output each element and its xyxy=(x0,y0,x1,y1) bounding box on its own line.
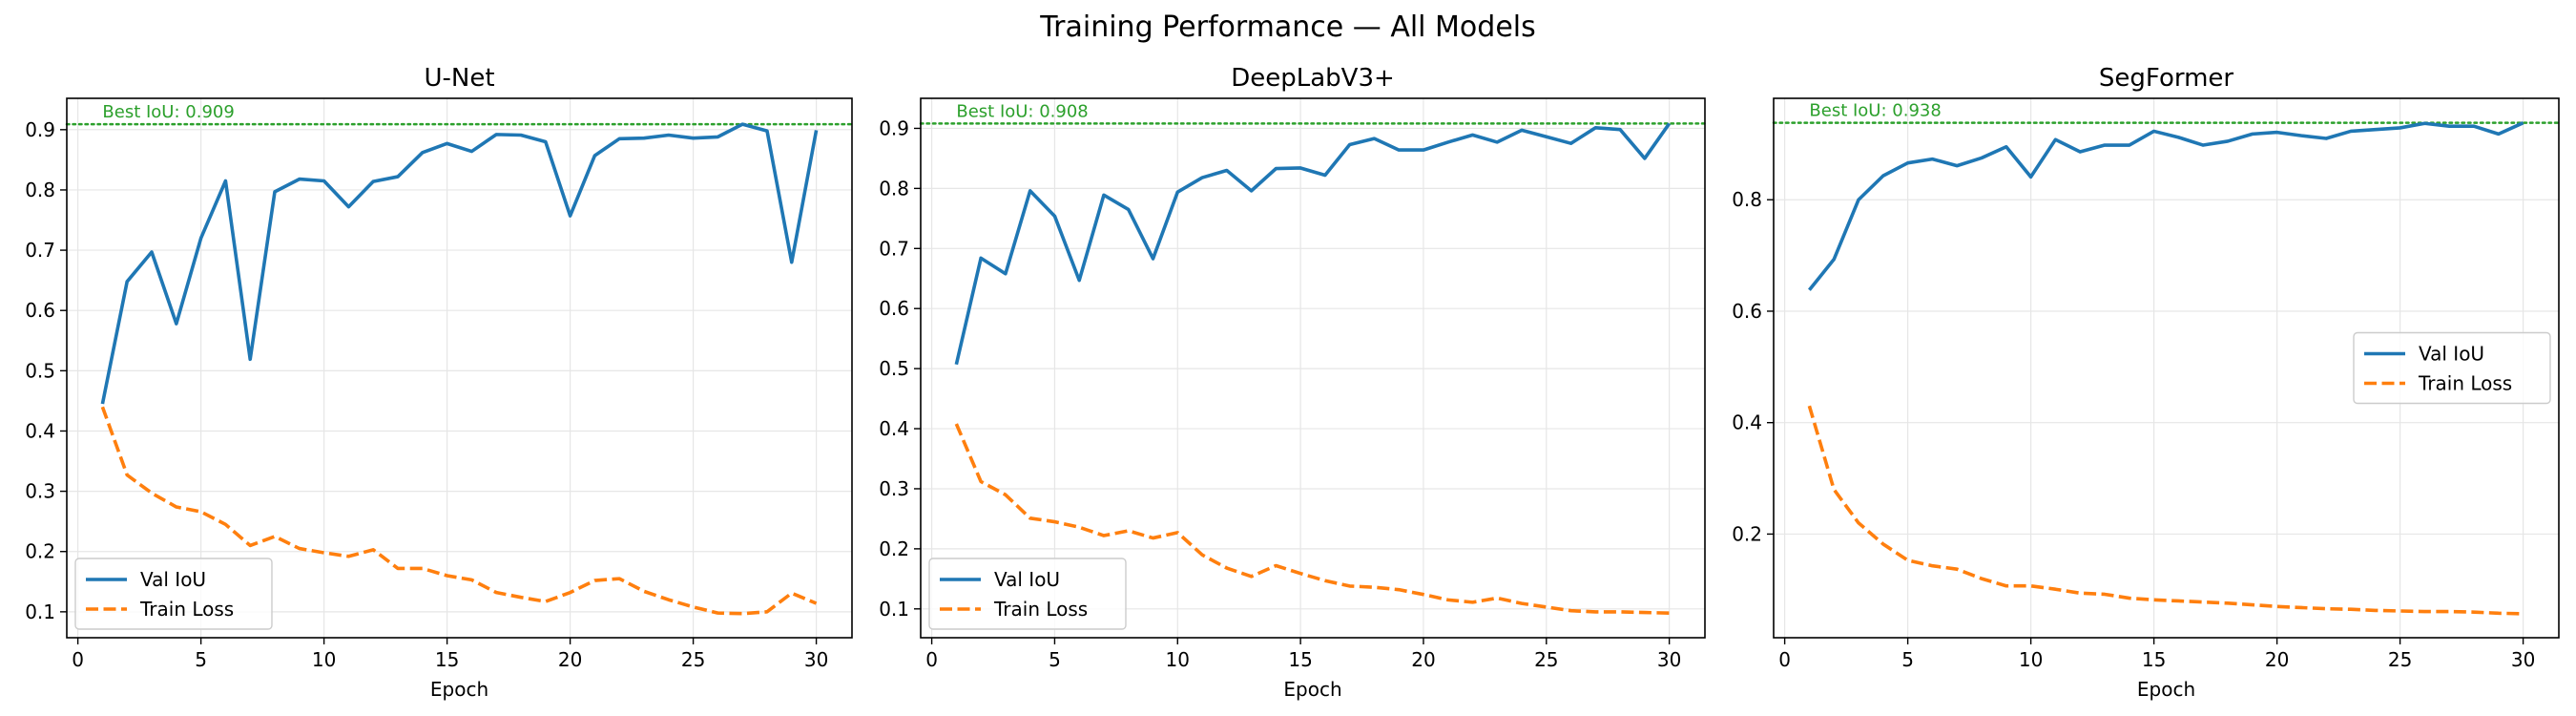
x-tick-label: 20 xyxy=(558,648,582,671)
x-tick-label: 15 xyxy=(435,648,459,671)
y-tick-label: 0.4 xyxy=(879,417,909,440)
chart-panel: 0 5 10 15 20 25 30 0.2 0.4 0.6 0.8 SegFormer Epoch Be… xyxy=(1732,64,2561,701)
y-tick-label: 0.3 xyxy=(879,477,909,500)
x-tick-label: 10 xyxy=(2019,648,2043,671)
x-tick-label: 15 xyxy=(2142,648,2166,671)
legend-entry-label: Train Loss xyxy=(139,598,234,621)
x-tick-label: 30 xyxy=(1657,648,1681,671)
best-iou-label: Best IoU: 0.938 xyxy=(1809,101,1941,121)
legend: Val IoU Train Loss xyxy=(74,558,273,630)
best-iou-label: Best IoU: 0.909 xyxy=(102,102,234,122)
y-tick-label: 0.3 xyxy=(25,480,55,503)
y-tick-label: 0.2 xyxy=(879,537,909,560)
train-loss-line xyxy=(100,406,818,616)
x-tick-label: 20 xyxy=(2265,648,2289,671)
train-loss-line xyxy=(954,423,1670,615)
legend: Val IoU Train Loss xyxy=(928,558,1127,630)
y-tick-label: 0.5 xyxy=(879,357,909,380)
val-iou-line xyxy=(100,122,819,405)
y-tick-label: 0.1 xyxy=(879,598,909,621)
x-tick-label: 0 xyxy=(1778,648,1791,671)
x-tick-label: 25 xyxy=(681,648,705,671)
x-tick-label: 15 xyxy=(1288,648,1312,671)
x-axis-label: Epoch xyxy=(430,678,488,701)
val-iou-line xyxy=(1808,121,2524,291)
axes-frame xyxy=(1773,97,2560,639)
y-tick-label: 0.4 xyxy=(25,419,55,442)
x-tick-label: 25 xyxy=(2388,648,2412,671)
y-tick-label: 0.9 xyxy=(879,116,909,139)
legend-entry-label: Train Loss xyxy=(993,598,1088,621)
train-loss-line xyxy=(1807,405,2524,616)
legend: Val IoU Train Loss xyxy=(2353,331,2551,405)
chart-title: SegFormer xyxy=(2099,64,2233,93)
legend-box xyxy=(2353,331,2551,405)
y-tick-label: 0.5 xyxy=(25,359,55,382)
y-tick-label: 0.7 xyxy=(25,239,55,262)
legend-entry-label: Val IoU xyxy=(140,568,206,591)
x-tick-label: 25 xyxy=(1534,648,1558,671)
y-tick-label: 0.7 xyxy=(879,237,909,260)
y-tick-label: 0.6 xyxy=(1732,300,1762,323)
legend-entry-label: Train Loss xyxy=(2418,372,2512,395)
x-tick-label: 5 xyxy=(1049,648,1061,671)
chart-title: U-Net xyxy=(424,64,494,93)
x-tick-label: 20 xyxy=(1411,648,1435,671)
x-tick-label: 30 xyxy=(804,648,828,671)
legend-box xyxy=(928,558,1127,630)
x-axis-label: Epoch xyxy=(2137,678,2195,701)
y-tick-label: 0.6 xyxy=(25,299,55,322)
x-tick-label: 5 xyxy=(1901,648,1914,671)
panels: 0 5 10 15 20 25 30 0.1 0.2 0.3 0.4 0.5 0.6 0.7 0.8 0.9 U… xyxy=(25,64,2561,701)
val-iou-line xyxy=(954,122,1672,366)
y-tick-label: 0.2 xyxy=(25,540,55,563)
y-tick-label: 0.2 xyxy=(1732,522,1762,545)
legend-entry-label: Val IoU xyxy=(994,568,1060,591)
chart-title: DeepLabV3+ xyxy=(1231,64,1395,93)
x-tick-label: 10 xyxy=(1166,648,1190,671)
axes-frame xyxy=(66,97,853,639)
y-tick-label: 0.8 xyxy=(879,177,909,200)
chart-panel: 0 5 10 15 20 25 30 0.1 0.2 0.3 0.4 0.5 0.6 0.7 0.8 0.9 U… xyxy=(25,64,854,701)
y-tick-label: 0.1 xyxy=(25,600,55,623)
legend-box xyxy=(74,558,273,630)
chart-panel: 0 5 10 15 20 25 30 0.1 0.2 0.3 0.4 0.5 0.6 0.7 0.8 0.9 D… xyxy=(879,64,1707,701)
y-tick-label: 0.6 xyxy=(879,297,909,320)
x-tick-label: 10 xyxy=(312,648,336,671)
x-tick-label: 30 xyxy=(2511,648,2535,671)
best-iou-label: Best IoU: 0.908 xyxy=(956,101,1088,121)
y-tick-label: 0.8 xyxy=(25,179,55,201)
x-tick-label: 0 xyxy=(72,648,84,671)
x-tick-label: 5 xyxy=(195,648,207,671)
figure-title: Training Performance — All Models xyxy=(1039,11,1536,44)
y-tick-label: 0.4 xyxy=(1732,411,1762,434)
legend-entry-label: Val IoU xyxy=(2419,343,2484,366)
x-axis-label: Epoch xyxy=(1283,678,1341,701)
x-tick-label: 0 xyxy=(925,648,938,671)
y-tick-label: 0.8 xyxy=(1732,188,1762,211)
y-tick-label: 0.9 xyxy=(25,118,55,141)
